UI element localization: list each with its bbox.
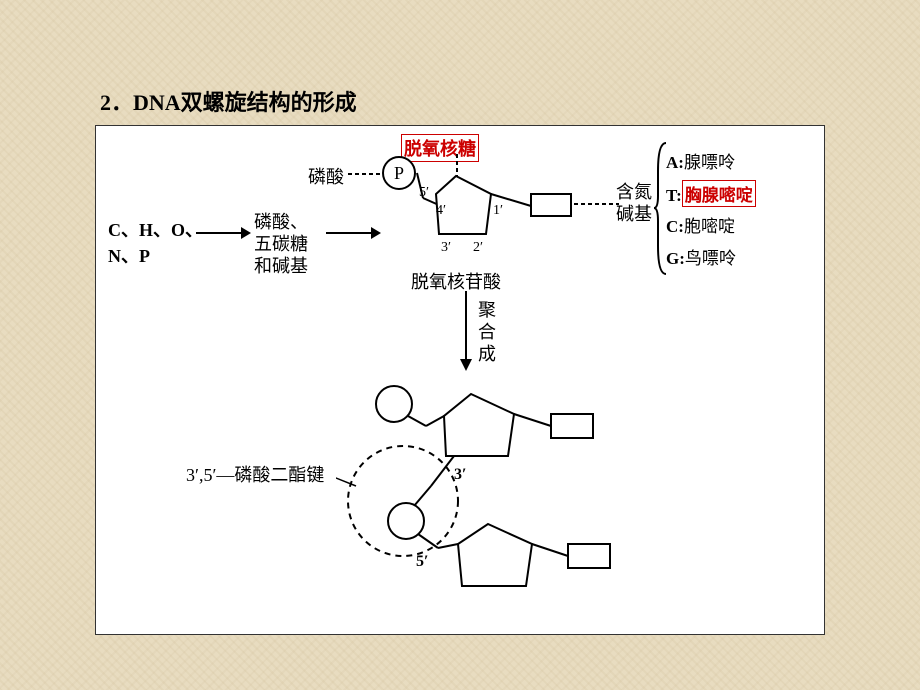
phosphate-label: 磷酸 bbox=[308, 163, 344, 189]
dinucleotide: 3′ 5′ bbox=[336, 376, 626, 616]
base-G-name: 鸟嘌呤 bbox=[685, 249, 736, 268]
base-T: T:胸腺嘧啶 bbox=[666, 180, 756, 207]
diagram-frame: C、H、O、 N、P 磷酸、 五碳糖 和碱基 脱氧核糖 磷酸 P bbox=[95, 125, 825, 635]
phosphodiester-label: 3′,5′—磷酸二酯键 bbox=[186, 461, 324, 487]
base-G: G:鸟嘌呤 bbox=[666, 244, 736, 269]
arrow-2 bbox=[326, 223, 381, 243]
pos-5p: 5′ bbox=[419, 185, 429, 200]
base-C-name: 胞嘧啶 bbox=[684, 217, 735, 236]
base-A: A:腺嘌呤 bbox=[666, 148, 735, 173]
nucleotide-top: 5′ 4′ 3′ 2′ 1′ bbox=[381, 166, 581, 266]
three-prime-1: 3′ bbox=[454, 466, 467, 483]
arrow-down bbox=[456, 291, 476, 371]
pos-3p: 3′ bbox=[441, 240, 451, 255]
base-dash bbox=[574, 198, 619, 210]
base-A-name: 腺嘌呤 bbox=[684, 153, 735, 172]
base-T-name: 胸腺嘧啶 bbox=[682, 180, 756, 207]
five-prime-2: 5′ bbox=[416, 553, 429, 570]
elements-label: C、H、O、 N、P bbox=[108, 216, 203, 268]
base-T-prefix: T: bbox=[666, 186, 682, 205]
pos-1p: 1′ bbox=[493, 203, 503, 218]
base-G-prefix: G: bbox=[666, 249, 685, 268]
base-A-prefix: A: bbox=[666, 153, 684, 172]
base-C: C:胞嘧啶 bbox=[666, 212, 735, 237]
pos-4p: 4′ bbox=[436, 203, 446, 218]
polymer-label-3: 成 bbox=[478, 340, 496, 366]
page-title: 2．DNA双螺旋结构的形成 bbox=[100, 85, 357, 117]
pos-2p: 2′ bbox=[473, 240, 483, 255]
components-label-3: 和碱基 bbox=[254, 252, 308, 278]
base-C-prefix: C: bbox=[666, 217, 684, 236]
arrow-1 bbox=[196, 223, 251, 243]
nitrogen-base-label-2: 碱基 bbox=[616, 200, 652, 226]
